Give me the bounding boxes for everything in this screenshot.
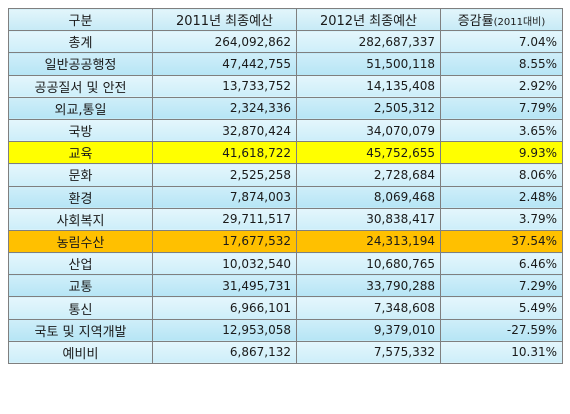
table-row: 예비비 6,867,132 7,575,332 10.31% [8,340,563,365]
table-row: 일반공공행정 47,442,755 51,500,118 8.55% [8,52,563,76]
header-category: 구분 [8,7,153,32]
table-row: 국방 32,870,424 34,070,079 3.65% [8,118,563,143]
table-row: 사회복지 29,711,517 30,838,417 3.79% [8,207,563,231]
cell-category: 공공질서 및 안전 [8,74,153,98]
table-row: 총계 264,092,862 282,687,337 7.04% [8,30,563,54]
table-row: 산업 10,032,540 10,680,765 6.46% [8,252,563,276]
cell-category: 교육 [8,141,153,165]
cell-category: 총계 [8,30,153,54]
cell-budget-2011: 2,324,336 [152,96,297,120]
cell-category: 국토 및 지역개발 [8,318,153,342]
cell-category: 일반공공행정 [8,52,153,76]
header-budget-2011: 2011년 최종예산 [152,7,297,32]
budget-table-container: 구분 2011년 최종예산 2012년 최종예산 증감률(2011대비) 총계 2… [8,7,563,406]
cell-category: 통신 [8,296,153,320]
cell-change-rate: 7.04% [440,30,563,54]
cell-change-rate: 37.54% [440,229,563,254]
cell-change-rate: 10.31% [440,340,563,365]
cell-budget-2012: 14,135,408 [296,74,441,98]
cell-category: 예비비 [8,340,153,365]
header-change-rate: 증감률(2011대비) [440,7,563,32]
table-row: 농림수산 17,677,532 24,313,194 37.54% [8,229,563,254]
cell-budget-2011: 32,870,424 [152,118,297,143]
cell-category: 국방 [8,118,153,143]
cell-change-rate: 7.79% [440,96,563,120]
cell-budget-2012: 8,069,468 [296,185,441,209]
table-row: 통신 6,966,101 7,348,608 5.49% [8,296,563,320]
cell-change-rate: 3.65% [440,118,563,143]
cell-category: 사회복지 [8,207,153,231]
cell-category: 농림수산 [8,229,153,254]
cell-budget-2012: 2,505,312 [296,96,441,120]
cell-budget-2011: 7,874,003 [152,185,297,209]
cell-category: 산업 [8,252,153,276]
header-change-sub: (2011대비) [493,17,546,29]
header-budget-2012: 2012년 최종예산 [296,7,441,32]
cell-budget-2011: 13,733,752 [152,74,297,98]
cell-budget-2012: 9,379,010 [296,318,441,342]
cell-budget-2012: 7,575,332 [296,340,441,365]
cell-budget-2011: 41,618,722 [152,141,297,165]
table-row: 국토 및 지역개발 12,953,058 9,379,010 -27.59% [8,318,563,342]
cell-change-rate: 8.06% [440,163,563,187]
cell-category: 교통 [8,274,153,298]
cell-category: 환경 [8,185,153,209]
cell-budget-2011: 6,867,132 [152,340,297,365]
cell-change-rate: -27.59% [440,318,563,342]
cell-budget-2012: 24,313,194 [296,229,441,254]
cell-change-rate: 5.49% [440,296,563,320]
table-row: 교통 31,495,731 33,790,288 7.29% [8,274,563,298]
cell-budget-2011: 17,677,532 [152,229,297,254]
cell-change-rate: 2.48% [440,185,563,209]
cell-category: 문화 [8,163,153,187]
cell-budget-2012: 33,790,288 [296,274,441,298]
cell-category: 외교,통일 [8,96,153,120]
cell-budget-2012: 34,070,079 [296,118,441,143]
header-change-main: 증감률 [457,14,494,30]
table-row: 공공질서 및 안전 13,733,752 14,135,408 2.92% [8,74,563,98]
table-row: 교육 41,618,722 45,752,655 9.93% [8,141,563,165]
cell-budget-2011: 47,442,755 [152,52,297,76]
cell-budget-2011: 12,953,058 [152,318,297,342]
budget-table: 구분 2011년 최종예산 2012년 최종예산 증감률(2011대비) 총계 2… [8,7,563,365]
table-row: 환경 7,874,003 8,069,468 2.48% [8,185,563,209]
cell-budget-2012: 282,687,337 [296,30,441,54]
cell-change-rate: 6.46% [440,252,563,276]
table-row: 문화 2,525,258 2,728,684 8.06% [8,163,563,187]
cell-budget-2012: 51,500,118 [296,52,441,76]
cell-change-rate: 9.93% [440,141,563,165]
cell-change-rate: 3.79% [440,207,563,231]
cell-budget-2012: 7,348,608 [296,296,441,320]
cell-budget-2012: 30,838,417 [296,207,441,231]
cell-budget-2011: 31,495,731 [152,274,297,298]
cell-change-rate: 8.55% [440,52,563,76]
cell-change-rate: 7.29% [440,274,563,298]
cell-budget-2012: 45,752,655 [296,141,441,165]
table-row: 외교,통일 2,324,336 2,505,312 7.79% [8,96,563,120]
cell-budget-2011: 264,092,862 [152,30,297,54]
cell-budget-2011: 6,966,101 [152,296,297,320]
cell-budget-2012: 2,728,684 [296,163,441,187]
cell-budget-2012: 10,680,765 [296,252,441,276]
header-row: 구분 2011년 최종예산 2012년 최종예산 증감률(2011대비) [8,7,563,32]
cell-budget-2011: 10,032,540 [152,252,297,276]
cell-change-rate: 2.92% [440,74,563,98]
cell-budget-2011: 2,525,258 [152,163,297,187]
cell-budget-2011: 29,711,517 [152,207,297,231]
